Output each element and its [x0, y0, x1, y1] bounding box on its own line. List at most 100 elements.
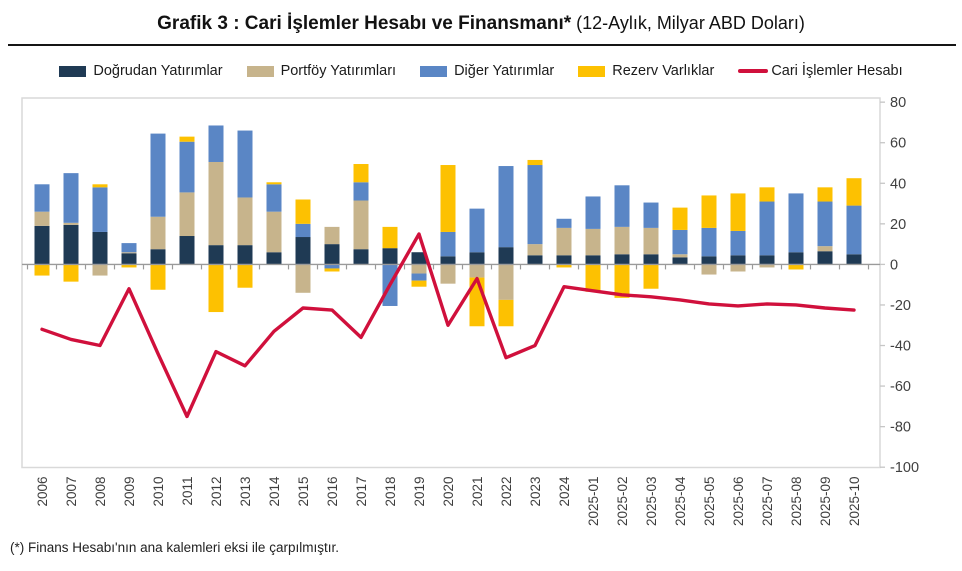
bar-segment [179, 236, 195, 265]
bar-segment [179, 141, 195, 193]
bar-segment [411, 280, 427, 287]
x-tick-label: 2010 [151, 477, 166, 507]
bar-segment [556, 255, 572, 265]
chart-title: Grafik 3 : Cari İşlemler Hesabı ve Finan… [0, 13, 962, 35]
bar-segment [469, 264, 485, 278]
y-tick-label: -60 [890, 379, 911, 395]
bar-segment [498, 264, 514, 300]
bar-segment [585, 264, 601, 292]
x-tick-label: 2014 [267, 476, 282, 507]
bar-segment [527, 165, 543, 245]
bar-segment [469, 252, 485, 265]
x-tick-label: 2009 [122, 477, 137, 507]
y-tick-label: 40 [890, 176, 906, 192]
bar-segment [266, 182, 282, 185]
x-tick-label: 2016 [325, 477, 340, 507]
bar-segment [150, 264, 166, 290]
legend-swatch-icon [246, 65, 274, 77]
bar-segment [324, 226, 340, 245]
bar-segment [353, 182, 369, 201]
bar-segment [353, 200, 369, 250]
bar-segment [846, 178, 862, 206]
bar-segment [150, 133, 166, 217]
bar-segment [788, 193, 804, 253]
bar-segment [556, 264, 572, 268]
x-tick-label: 2021 [470, 477, 485, 507]
bar-segment [556, 218, 572, 228]
bar-segment [788, 264, 804, 270]
bar-segment [701, 264, 717, 275]
bar-segment [237, 197, 253, 246]
bar-segment [817, 201, 833, 247]
bar-segment [63, 264, 79, 282]
bar-segment [614, 254, 630, 265]
x-tick-label: 2017 [354, 477, 369, 507]
bar-segment [614, 226, 630, 255]
bar-segment [730, 193, 746, 231]
legend-item-rezerv-varliklar: Rezerv Varlıklar [578, 63, 714, 79]
bar-segment [527, 159, 543, 166]
x-tick-label: 2023 [528, 477, 543, 507]
x-tick-label: 2022 [499, 477, 514, 507]
x-tick-label: 2025-05 [702, 477, 717, 527]
bar-segment [498, 247, 514, 265]
bar-segment [237, 130, 253, 198]
x-tick-label: 2020 [441, 477, 456, 507]
y-tick-label: -100 [890, 460, 919, 476]
bar-segment [92, 264, 108, 276]
x-tick-label: 2006 [35, 477, 50, 507]
x-tick-label: 2015 [296, 477, 311, 507]
legend-swatch-icon [420, 65, 448, 77]
legend-label: Rezerv Varlıklar [612, 63, 715, 79]
bar-segment [817, 187, 833, 202]
x-tick-label: 2012 [209, 477, 224, 507]
bar-segment [411, 273, 427, 281]
x-tick-label: 2024 [557, 476, 572, 507]
bar-segment [266, 252, 282, 265]
current-account-line [40, 232, 856, 419]
legend-item-portfoy-yatirimlari: Portföy Yatırımları [246, 63, 396, 79]
bar-segment [295, 264, 311, 293]
y-tick-label: 60 [890, 136, 906, 152]
bar-segment [295, 237, 311, 265]
y-tick-label: -80 [890, 420, 911, 436]
bar-segment [121, 253, 137, 265]
bar-segment [295, 223, 311, 238]
legend-label: Diğer Yatırımlar [454, 63, 555, 79]
bar-segment [759, 255, 775, 265]
bar-segment [411, 264, 427, 274]
bar-segment [440, 165, 456, 232]
bar-segment [672, 254, 688, 258]
bar-segment [701, 256, 717, 265]
bar-segment [63, 224, 79, 265]
bar-segment [266, 211, 282, 253]
chart-title-sub: (12-Aylık, Milyar ABD Doları) [576, 13, 805, 33]
bar-segment [527, 255, 543, 265]
title-divider [8, 44, 956, 46]
bar-segment [34, 184, 50, 212]
bar-segment [643, 264, 659, 289]
legend-swatch-icon [578, 65, 606, 77]
bar-segment [498, 166, 514, 248]
x-tick-label: 2025-10 [847, 477, 862, 527]
bar-segment [440, 256, 456, 265]
chart-title-main: Grafik 3 : Cari İşlemler Hesabı ve Finan… [157, 13, 572, 34]
x-tick-label: 2025-03 [644, 477, 659, 527]
bar-segment [237, 245, 253, 265]
bar-segment [92, 187, 108, 232]
x-tick-label: 2025-01 [586, 477, 601, 527]
x-tick-label: 2018 [383, 477, 398, 507]
bar-segment [498, 299, 514, 327]
x-tick-label: 2013 [238, 477, 253, 507]
bar-segment [382, 248, 398, 265]
bar-segment [846, 254, 862, 265]
legend-label: Cari İşlemler Hesabı [771, 63, 903, 79]
bar-segment [643, 254, 659, 265]
bar-segment [295, 199, 311, 224]
bar-segment [34, 225, 50, 265]
bar-segment [730, 255, 746, 265]
bar-segment [63, 222, 79, 225]
bar-segment [353, 164, 369, 183]
bar-segment [208, 161, 224, 246]
